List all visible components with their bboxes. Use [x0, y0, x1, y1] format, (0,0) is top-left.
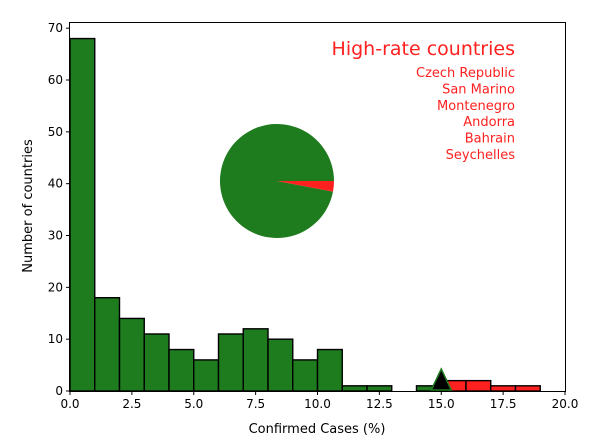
y-tick-label: 20 — [48, 280, 63, 294]
annotation-item: Czech Republic — [416, 66, 515, 81]
histogram-bar — [94, 297, 121, 392]
histogram-bar — [168, 348, 195, 392]
histogram-bar — [69, 37, 96, 392]
y-tick-label: 30 — [48, 229, 63, 243]
x-tick-label: 0.0 — [60, 397, 79, 411]
y-tick-label: 60 — [48, 73, 63, 87]
histogram-bar — [242, 328, 269, 392]
histogram-bar — [316, 348, 343, 392]
histogram-bar — [267, 338, 294, 392]
histogram-bar — [341, 385, 368, 392]
y-axis-ticks: 0 10 20 30 40 50 60 70 — [48, 21, 70, 398]
annotation-item: San Marino — [442, 82, 515, 97]
bars-layer — [69, 37, 541, 392]
pie-slice-normal — [220, 124, 334, 239]
annotation-item: Montenegro — [437, 99, 515, 114]
marker-layer — [430, 367, 453, 391]
x-tick-label: 20.0 — [552, 397, 579, 411]
histogram-bar — [366, 385, 393, 392]
histogram-bar — [143, 333, 170, 392]
histogram-bar — [193, 359, 220, 392]
pie-chart — [220, 124, 334, 239]
x-tick-label: 15.0 — [428, 397, 455, 411]
histogram-bar — [490, 385, 517, 392]
x-tick-label: 2.5 — [122, 397, 141, 411]
x-tick-label: 7.5 — [246, 397, 265, 411]
y-tick-label: 40 — [48, 177, 63, 191]
annotation-title: High-rate countries — [332, 38, 515, 60]
histogram-bar — [514, 385, 541, 392]
pie-slice-high — [277, 181, 334, 192]
x-tick-label: 10.0 — [304, 397, 331, 411]
histogram-bar — [465, 379, 492, 392]
histogram-bar — [118, 317, 145, 392]
y-axis-label: Number of countries — [21, 139, 36, 273]
marker-triangle — [430, 367, 453, 391]
annotation-item: Andorra — [463, 115, 515, 130]
histogram-bar — [217, 333, 244, 392]
x-tick-label: 5.0 — [184, 397, 203, 411]
x-tick-label: 17.5 — [490, 397, 517, 411]
y-tick-label: 50 — [48, 125, 63, 139]
histogram-bar — [292, 359, 319, 392]
x-axis-label: Confirmed Cases (%) — [249, 422, 386, 437]
annotation-item: Bahrain — [465, 132, 515, 147]
x-tick-label: 12.5 — [366, 397, 393, 411]
y-tick-label: 10 — [48, 332, 63, 346]
annotation-item: Seychelles — [446, 148, 516, 163]
y-tick-label: 70 — [48, 21, 63, 35]
y-tick-label: 0 — [55, 384, 63, 398]
x-axis-ticks: 0.0 2.5 5.0 7.5 10.0 12.5 15.0 17.5 20.0 — [60, 391, 578, 411]
